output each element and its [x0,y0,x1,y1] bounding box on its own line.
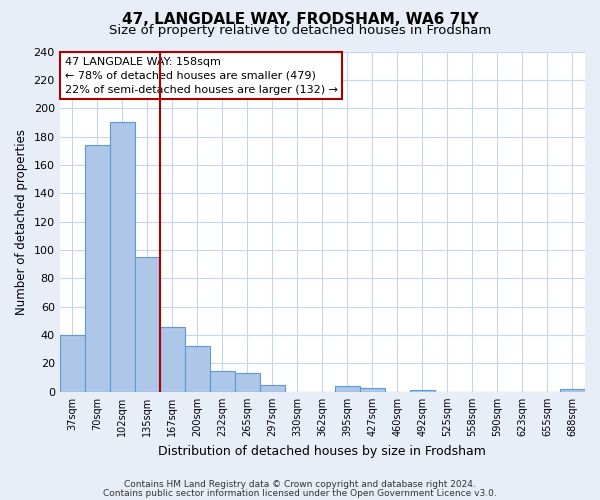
X-axis label: Distribution of detached houses by size in Frodsham: Distribution of detached houses by size … [158,444,486,458]
Bar [160,326,185,392]
Bar [85,145,110,392]
Bar [560,389,585,392]
Bar [59,335,85,392]
Bar [410,390,435,392]
Bar [335,386,360,392]
Bar [260,384,285,392]
Bar [360,388,385,392]
Text: 47, LANGDALE WAY, FRODSHAM, WA6 7LY: 47, LANGDALE WAY, FRODSHAM, WA6 7LY [122,12,478,28]
Bar [110,122,135,392]
Bar [210,370,235,392]
Text: Size of property relative to detached houses in Frodsham: Size of property relative to detached ho… [109,24,491,37]
Text: Contains HM Land Registry data © Crown copyright and database right 2024.: Contains HM Land Registry data © Crown c… [124,480,476,489]
Bar [135,257,160,392]
Text: Contains public sector information licensed under the Open Government Licence v3: Contains public sector information licen… [103,488,497,498]
Y-axis label: Number of detached properties: Number of detached properties [15,128,28,314]
Text: 47 LANGDALE WAY: 158sqm
← 78% of detached houses are smaller (479)
22% of semi-d: 47 LANGDALE WAY: 158sqm ← 78% of detache… [65,56,338,94]
Bar [185,346,210,392]
Bar [235,374,260,392]
